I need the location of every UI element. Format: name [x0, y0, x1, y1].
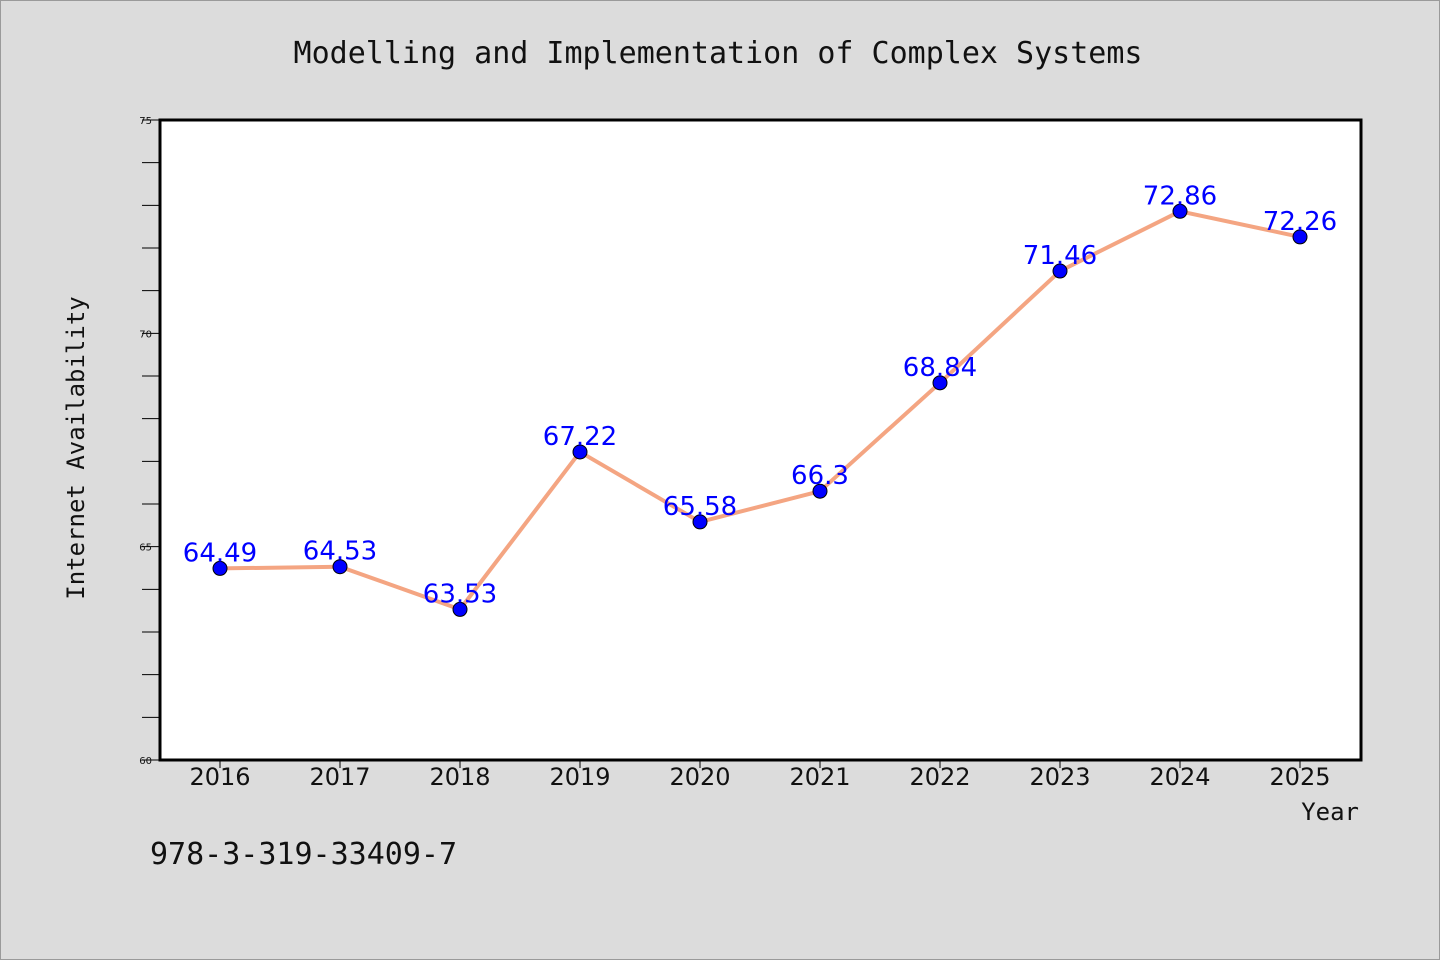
y-tick-label: 75	[139, 116, 152, 127]
data-point	[932, 375, 948, 391]
data-label: 63.53	[423, 579, 497, 609]
data-label: 71.46	[1023, 241, 1097, 271]
series-line	[219, 209, 1301, 612]
data-label: 72.26	[1263, 207, 1337, 237]
x-axis-title: Year	[1301, 798, 1359, 826]
y-tick-label: 65	[139, 543, 152, 554]
x-tick-label: 2016	[189, 763, 250, 791]
data-point	[1052, 263, 1068, 279]
x-tick-label: 2017	[309, 763, 370, 791]
x-tick-label: 2023	[1029, 763, 1090, 791]
x-tick-label: 2021	[789, 763, 850, 791]
x-tick-label: 2019	[549, 763, 610, 791]
data-point	[1292, 229, 1308, 245]
data-labels: 64.49 64.53 63.53 67.22 65.58 66.3 68.84 71.46 7…	[183, 181, 1337, 609]
x-tick-label: 2022	[909, 763, 970, 791]
y-axis: 60 65 70 75	[139, 116, 160, 767]
data-point	[572, 444, 588, 460]
plot-area	[158, 118, 1363, 762]
x-tick-label: 2020	[669, 763, 730, 791]
data-label: 68.84	[903, 353, 977, 383]
data-point	[1172, 203, 1188, 219]
data-point	[452, 601, 468, 617]
data-label: 67.22	[543, 422, 617, 452]
x-tick-label: 2018	[429, 763, 490, 791]
data-label: 64.49	[183, 538, 257, 568]
chart-title: Modelling and Implementation of Complex …	[294, 36, 1143, 71]
data-point	[212, 560, 228, 576]
y-tick-label: 60	[139, 756, 152, 767]
data-point	[692, 514, 708, 530]
x-tick-label: 2025	[1269, 763, 1330, 791]
data-label: 66.3	[791, 461, 849, 491]
y-axis-title: Internet Availability	[62, 296, 90, 599]
x-tick-label: 2024	[1149, 763, 1210, 791]
data-label: 72.86	[1143, 181, 1217, 211]
data-point	[812, 483, 828, 499]
data-label: 64.53	[303, 537, 377, 567]
isbn-footer: 978-3-319-33409-7	[150, 837, 457, 872]
series-markers	[212, 203, 1308, 617]
y-tick-label: 70	[139, 329, 152, 340]
data-point	[332, 559, 348, 575]
data-label: 65.58	[663, 492, 737, 522]
x-axis: 2016 2017 2018 2019 2020 2021 2022 2023 2024 2025	[189, 760, 1331, 791]
